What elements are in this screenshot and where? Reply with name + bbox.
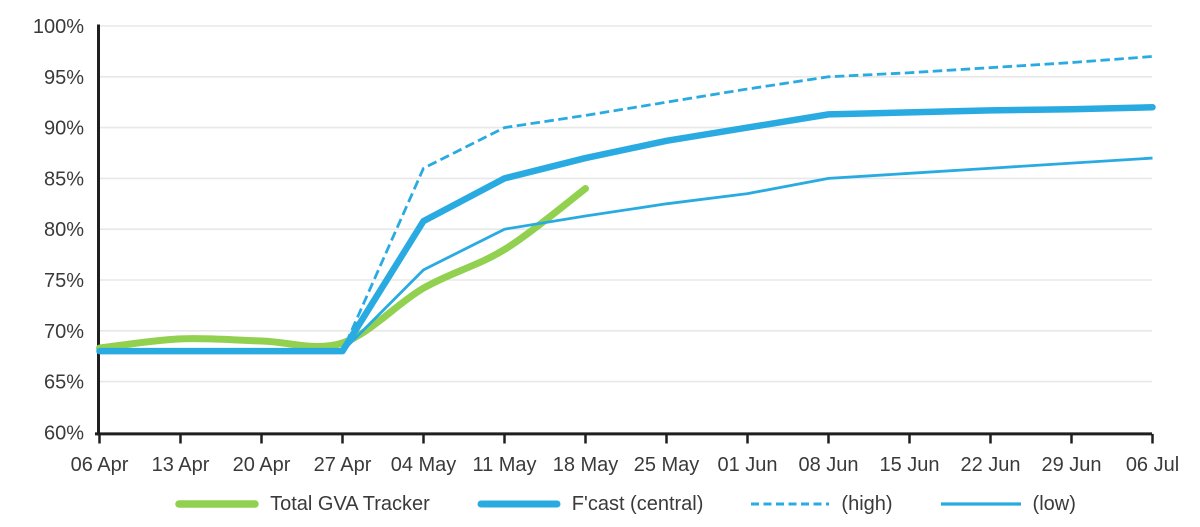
legend-label-low: (low) [1032, 492, 1076, 515]
y-axis-tick-label: 60% [44, 422, 84, 444]
y-axis-tick-label: 90% [44, 118, 84, 140]
legend-swatch-high-icon [751, 502, 830, 506]
legend-item-high: (high) [749, 492, 893, 516]
x-axis-tick-label: 20 Apr [233, 454, 291, 476]
x-axis-tick-label: 29 Jun [1041, 454, 1101, 476]
y-axis-tick-label: 65% [44, 372, 84, 394]
x-axis-tick-label: 22 Jun [960, 454, 1020, 476]
legend-label-tracker: Total GVA Tracker [270, 492, 430, 515]
series-line-high [99, 55, 1153, 353]
x-axis-tick-label: 25 May [634, 454, 700, 476]
series-line-tracker [96, 185, 589, 352]
legend-label-central: F'cast (central) [571, 492, 704, 515]
x-axis-tick-label: 11 May [472, 454, 536, 476]
x-axis-tick-label: 06 Apr [71, 454, 129, 476]
series-line-low [99, 156, 1153, 353]
legend-label-high: (high) [841, 492, 893, 515]
x-axis-tick-label: 13 Apr [152, 454, 210, 476]
y-axis-tick-label: 85% [44, 168, 84, 190]
x-axis-tick-label: 06 Jul [1126, 454, 1179, 476]
y-axis-tick-label: 70% [44, 321, 84, 343]
x-axis-tick-label: 15 Jun [879, 454, 939, 476]
x-axis-tick-label: 04 May [391, 454, 457, 476]
legend-swatch-tracker-icon [175, 500, 259, 508]
x-axis-tick-label: 01 Jun [717, 454, 777, 476]
y-axis-tick-label: 75% [44, 270, 84, 292]
legend-item-central: F'cast (central) [476, 492, 704, 516]
legend-swatch-central-icon [477, 500, 561, 508]
y-axis-tick-label: 80% [44, 219, 84, 241]
x-axis-tick-label: 08 Jun [798, 454, 858, 476]
legend-item-tracker: Total GVA Tracker [174, 493, 430, 516]
chart-legend: Total GVA Tracker F'cast (central) (high… [98, 486, 1152, 522]
chart-plot-area: 60% 65% 70% 75% 80% 85% 90% 95% 100% 06 Apr 13 Apr… [33, 16, 1179, 476]
legend-swatch-low-icon [940, 502, 1021, 506]
legend-item-low: (low) [939, 493, 1076, 516]
x-axis-tick-label: 18 May [553, 454, 619, 476]
x-axis-tick-label: 27 Apr [314, 454, 372, 476]
y-axis-tick-label: 95% [44, 67, 84, 89]
y-axis-tick-label: 100% [33, 16, 84, 38]
